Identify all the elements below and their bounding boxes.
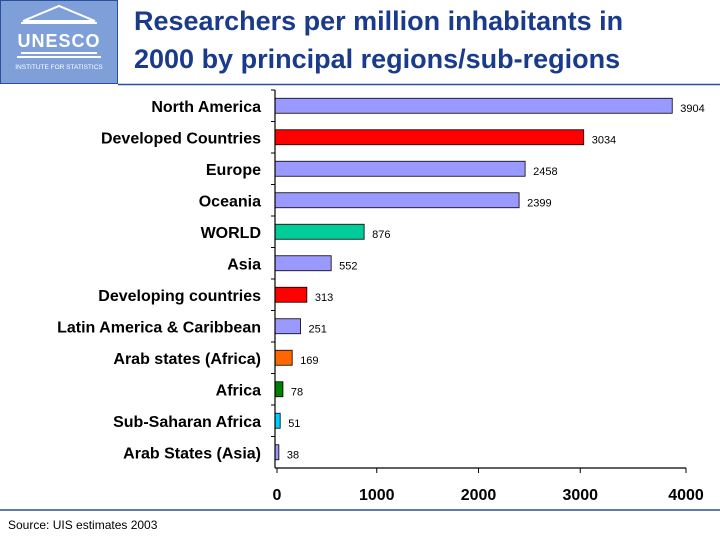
value-label-6: 313	[315, 292, 333, 304]
bar-6	[274, 286, 308, 303]
bar-8	[274, 349, 293, 366]
category-label-3: Oceania	[199, 193, 261, 210]
x-tick-label-3: 3000	[562, 487, 598, 504]
title-line-2: 2000 by principal regions/sub-regions	[134, 44, 621, 74]
category-label-2: Europe	[206, 162, 261, 179]
value-label-3: 2399	[527, 197, 551, 209]
header-rule	[118, 83, 720, 86]
value-label-9: 78	[291, 386, 303, 398]
value-label-7: 251	[309, 323, 327, 335]
category-label-7: Latin America & Caribbean	[57, 319, 261, 336]
value-label-1: 3034	[592, 134, 616, 146]
x-tick-label-4: 4000	[668, 487, 704, 504]
category-label-4: WORLD	[201, 225, 261, 242]
bar-0	[274, 97, 673, 114]
slide-footer: Source: UIS estimates 2003	[0, 508, 720, 540]
source-note: Source: UIS estimates 2003	[8, 518, 158, 532]
page-title: Researchers per million inhabitants in 2…	[134, 2, 714, 78]
bar-chart: North America Developed Countries Europe Oc…	[57, 89, 705, 504]
value-label-8: 169	[300, 355, 318, 367]
category-label-5: Asia	[227, 256, 261, 273]
unesco-temple-icon: UNESCO INSTITUTE FOR STATISTICS	[15, 4, 103, 71]
category-label-8: Arab states (Africa)	[113, 351, 261, 368]
value-label-5: 552	[339, 260, 357, 272]
bar-9	[274, 381, 284, 398]
value-label-2: 2458	[533, 166, 557, 178]
logo-text: UNESCO	[17, 31, 100, 51]
category-label-1: Developed Countries	[101, 130, 261, 147]
title-line-1: Researchers per million inhabitants in	[134, 6, 624, 36]
bar-4	[274, 223, 365, 240]
category-label-0: North America	[151, 99, 261, 116]
value-label-10: 51	[288, 418, 300, 430]
value-label-0: 3904	[680, 103, 704, 115]
bar-2	[274, 160, 526, 177]
category-labels: North America Developed Countries Europe Oc…	[57, 99, 261, 463]
logo-subtext: INSTITUTE FOR STATISTICS	[15, 64, 103, 71]
x-tick-label-0: 0	[273, 487, 282, 504]
bar-5	[274, 255, 332, 272]
category-label-11: Arab States (Asia)	[123, 445, 261, 462]
tick-labels: 0 1000 2000 3000 4000	[273, 487, 704, 504]
x-tick-label-1: 1000	[359, 487, 395, 504]
slide-header: UNESCO INSTITUTE FOR STATISTICS Research…	[0, 0, 720, 86]
bar-10	[274, 412, 281, 429]
unesco-logo: UNESCO INSTITUTE FOR STATISTICS	[0, 0, 118, 84]
category-label-9: Africa	[216, 382, 261, 399]
bar-7	[274, 318, 301, 335]
value-labels: 3904 3034 2458 2399 876 552 313 251 169 78 51 38	[287, 103, 705, 462]
value-label-4: 876	[372, 229, 390, 241]
bar-1	[274, 129, 585, 146]
bar-3	[274, 192, 520, 209]
value-label-11: 38	[287, 449, 299, 461]
category-label-10: Sub-Saharan Africa	[113, 414, 261, 431]
category-label-6: Developing countries	[98, 288, 261, 305]
x-tick-label-2: 2000	[461, 487, 497, 504]
bars	[274, 97, 673, 461]
axes	[271, 89, 687, 473]
footer-rule	[0, 509, 720, 511]
